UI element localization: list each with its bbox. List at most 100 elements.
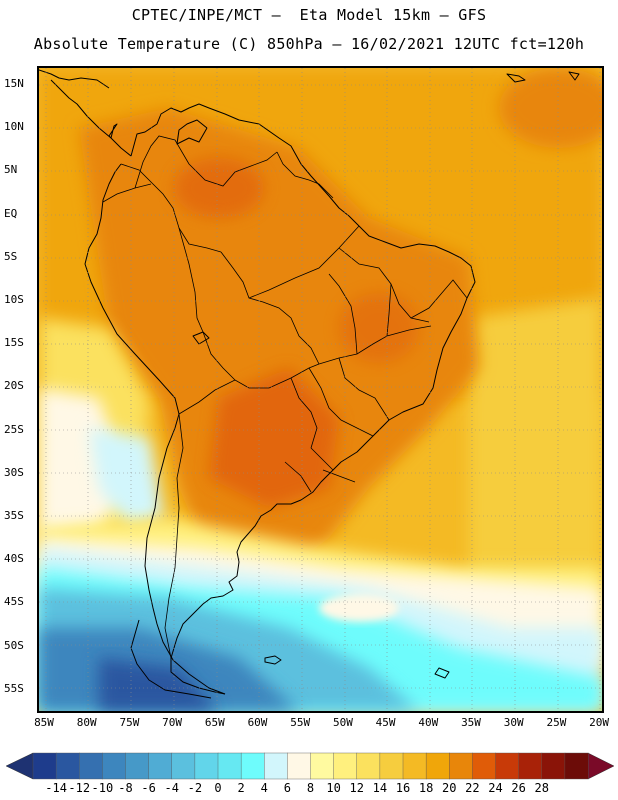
lon-tick-label: 80W xyxy=(76,716,97,729)
legend-level-label: -4 xyxy=(164,781,179,795)
brazil-state-8 xyxy=(308,367,374,437)
lon-tick-label: 65W xyxy=(204,716,225,729)
field-caribbean-warm xyxy=(499,68,602,148)
legend-swatch xyxy=(425,752,450,780)
legend-level-label: 24 xyxy=(488,781,503,795)
field-continent-warm xyxy=(79,108,479,568)
atlantic-coast xyxy=(50,79,476,695)
lon-tick-label: 25W xyxy=(546,716,567,729)
brazil-state-6 xyxy=(386,283,392,337)
legend-level-label: 28 xyxy=(534,781,549,795)
country-borders xyxy=(102,135,468,659)
lat-tick-label: 55S xyxy=(4,681,24,695)
lon-tick-label: 45W xyxy=(375,716,396,729)
lon-tick-label: 30W xyxy=(503,716,524,729)
lon-tick-label: 75W xyxy=(119,716,140,729)
lat-tick-label: 40S xyxy=(4,552,24,566)
lat-tick-label: 20S xyxy=(4,379,24,393)
lat-tick-label: 10N xyxy=(4,120,24,134)
legend-swatch xyxy=(194,752,219,780)
lat-tick-label: 30S xyxy=(4,465,24,479)
legend-low-arrow xyxy=(5,752,34,780)
border-bolivia-south xyxy=(234,363,320,389)
border-paraguay-brazil xyxy=(310,447,334,471)
legend-level-label: 14 xyxy=(372,781,388,795)
legend-swatch xyxy=(564,752,589,780)
field-hotspot-brazil xyxy=(339,293,419,363)
legend-level-label: 16 xyxy=(395,781,411,795)
legend-swatch xyxy=(217,752,242,780)
lat-tick-label: 5S xyxy=(4,249,18,263)
border-peru-bolivia xyxy=(178,227,236,381)
map-panel xyxy=(37,66,604,713)
legend-swatch xyxy=(287,752,312,780)
field-pacific-light xyxy=(89,428,164,528)
brazil-state-4 xyxy=(338,357,390,421)
legend-level-label: -10 xyxy=(91,781,114,795)
legend-swatch xyxy=(240,752,265,780)
lat-tick-label: 10S xyxy=(4,293,24,306)
lake-titicaca xyxy=(192,331,210,345)
legend-swatch xyxy=(379,752,404,780)
falklands xyxy=(264,655,282,665)
legend-swatch xyxy=(55,752,80,780)
lon-tick-label: 20W xyxy=(589,716,610,729)
legend-swatch xyxy=(102,752,127,780)
legend-swatch xyxy=(449,752,473,780)
border-guianas xyxy=(276,151,334,199)
south-georgia xyxy=(434,667,450,679)
border-uruguay xyxy=(284,461,312,493)
legend-level-label: 26 xyxy=(511,781,526,795)
brazil-state-2 xyxy=(248,225,360,299)
legend-high-arrow xyxy=(587,752,615,780)
border-paraguay xyxy=(290,377,318,449)
lon-tick-label: 35W xyxy=(461,716,481,729)
border-colombia-venezuela xyxy=(134,135,278,189)
lon-tick-label: 85W xyxy=(34,716,54,729)
field-cream-patch xyxy=(319,594,399,622)
lon-tick-label: 55W xyxy=(290,716,311,729)
title-line-2: Absolute Temperature (C) 850hPa – 16/02/… xyxy=(33,35,585,53)
legend-swatch xyxy=(356,752,381,780)
brazil-state-5 xyxy=(328,273,358,355)
lake-maracaibo xyxy=(176,119,208,145)
legend-swatch xyxy=(171,752,196,780)
legend-level-label: 10 xyxy=(326,781,341,795)
field-pacific-cooler xyxy=(39,388,129,538)
lat-tick-label: 5N xyxy=(4,163,18,177)
lon-tick-label: 70W xyxy=(162,716,183,729)
temperature-map xyxy=(39,68,602,711)
legend-swatch xyxy=(495,752,520,780)
lon-tick-label: 50W xyxy=(332,716,353,729)
lat-tick-label: 25S xyxy=(4,422,24,436)
legend-level-label: -8 xyxy=(118,781,133,795)
lat-tick-label: 45S xyxy=(4,595,24,609)
lat-tick-label: 35S xyxy=(4,509,24,522)
legend-swatch xyxy=(518,752,543,780)
caribbean-island-2 xyxy=(568,71,580,81)
field-hotspot-chaco xyxy=(209,368,339,508)
legend-swatch xyxy=(79,752,103,780)
lat-tick-label: 15N xyxy=(4,77,24,90)
legend-swatch xyxy=(310,752,335,780)
legend-level-label: 20 xyxy=(442,781,457,795)
legend-level-label: 2 xyxy=(237,781,245,795)
legend-swatch xyxy=(264,752,288,780)
patagonia-islands xyxy=(130,619,212,699)
border-chile-argentina xyxy=(164,413,184,659)
lat-tick-label: EQ xyxy=(4,206,18,220)
legend-level-label: -12 xyxy=(68,781,91,795)
lon-tick-label: 40W xyxy=(418,716,439,729)
legend-swatch xyxy=(541,752,566,780)
border-colombia-peru xyxy=(120,163,222,253)
legend-level-label: 12 xyxy=(349,781,364,795)
border-ecuador xyxy=(102,183,152,203)
legend-level-label: 18 xyxy=(418,781,434,795)
brazil-state-9 xyxy=(322,469,356,483)
legend-level-label: -14 xyxy=(45,781,67,795)
legend-level-label: -2 xyxy=(187,781,203,795)
legend-level-label: 6 xyxy=(283,781,291,795)
color-legend xyxy=(5,752,615,780)
lat-tick-label: 15S xyxy=(4,336,24,350)
legend-swatch xyxy=(32,752,57,780)
